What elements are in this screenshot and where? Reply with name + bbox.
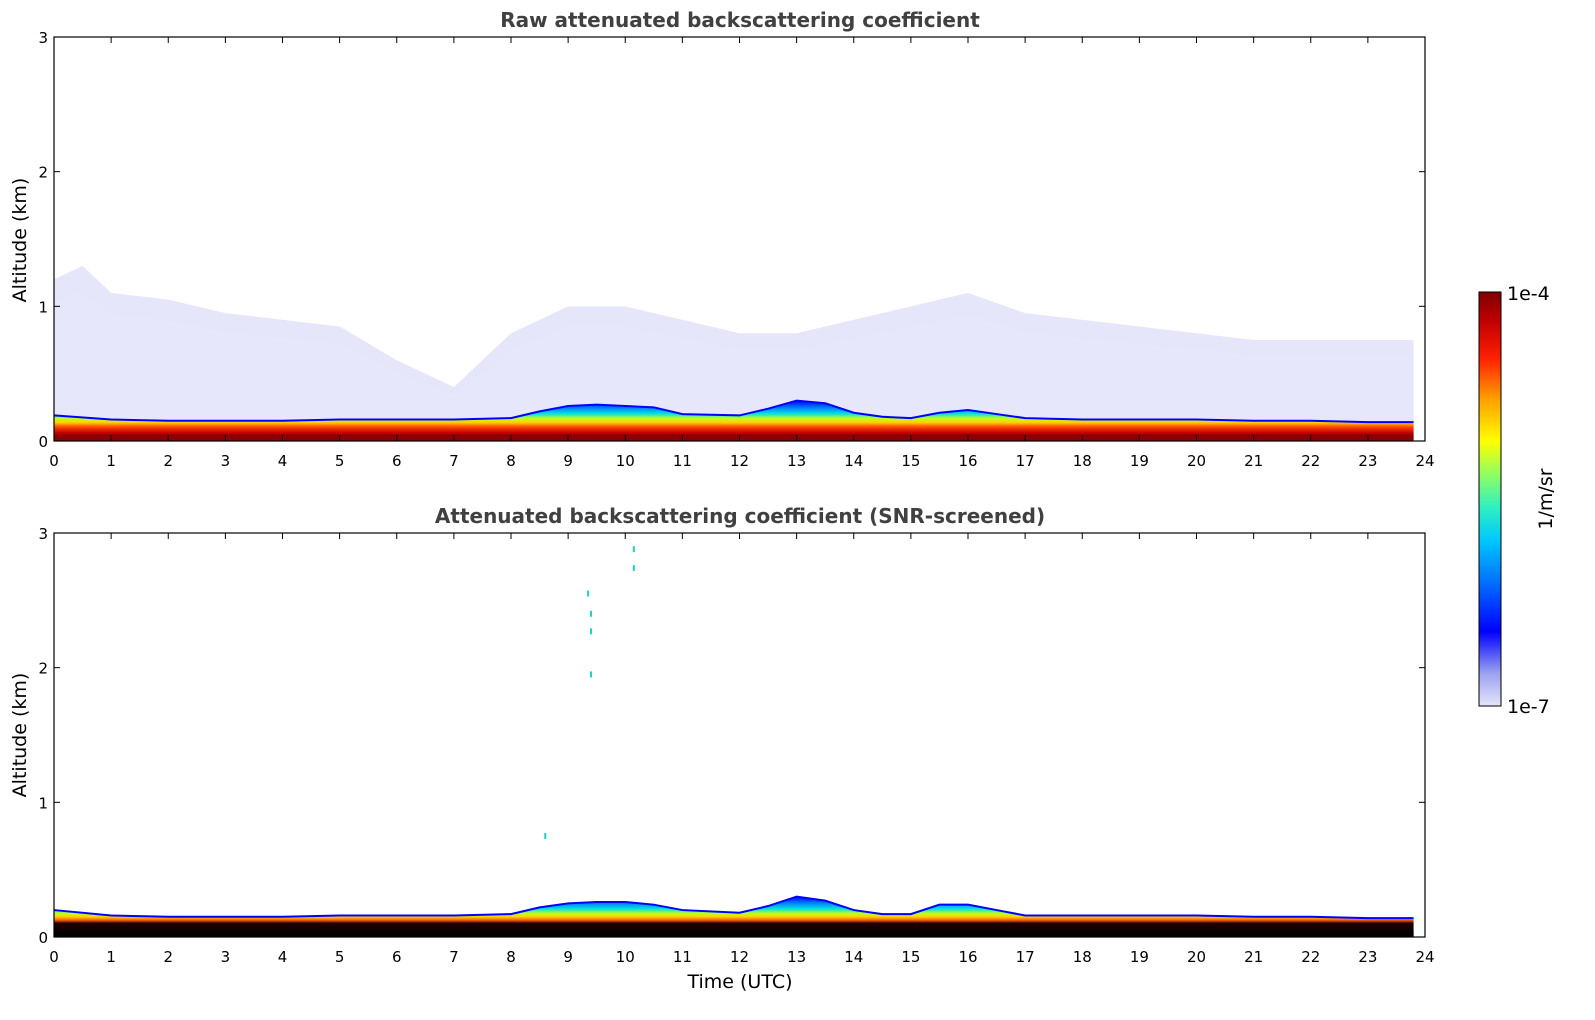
y-tick-label: 2 [38, 164, 48, 182]
x-tick-label: 17 [1016, 948, 1035, 966]
x-tick-label: 0 [49, 452, 59, 470]
x-tick-label: 13 [787, 948, 806, 966]
raw-backscatter-panel: Raw attenuated backscattering coefficien… [9, 8, 1435, 470]
x-tick-label: 17 [1016, 452, 1035, 470]
x-tick-label: 7 [449, 948, 459, 966]
colorbar-min-label: 1e-7 [1507, 696, 1550, 718]
y-tick-label: 2 [38, 660, 48, 678]
x-tick-label: 4 [278, 948, 288, 966]
y-tick-label: 1 [38, 298, 48, 316]
colorbar-gradient [1478, 291, 1502, 707]
x-tick-label: 19 [1130, 452, 1149, 470]
x-tick-label: 5 [335, 452, 345, 470]
x-tick-label: 1 [106, 948, 116, 966]
x-tick-label: 16 [958, 452, 977, 470]
surface-layer [54, 434, 1414, 441]
surface-layer [54, 930, 1414, 937]
x-tick-label: 15 [901, 452, 920, 470]
x-tick-label: 11 [673, 948, 692, 966]
bottom-axes-frame [53, 532, 1426, 938]
top-axes: 0 1 2 3 4 5 6 7 8 9 10 11 12 13 14 15 16 17 18 19 20 21 22 23 24… [38, 29, 1434, 470]
x-tick-label: 13 [787, 452, 806, 470]
colorbar: 1e-4 1e-7 1/m/sr [1478, 283, 1557, 718]
faint-signal-layer-overlay [54, 292, 1414, 441]
top-plot-area [53, 37, 1414, 441]
boundary-layer-top-edge [53, 895, 1414, 920]
x-tick-label: 22 [1301, 948, 1320, 966]
x-tick-label: 7 [449, 452, 459, 470]
y-tick-label: 3 [38, 29, 48, 47]
isolated-point [544, 833, 547, 839]
x-tick-label: 3 [221, 452, 231, 470]
x-tick-label: 15 [901, 948, 920, 966]
boundary-layer-band [54, 896, 1414, 937]
x-tick-label: 18 [1073, 452, 1092, 470]
x-tick-label: 9 [563, 452, 573, 470]
bottom-plot-area [53, 546, 1414, 937]
x-tick-label: 10 [616, 948, 635, 966]
y-tick-label: 1 [38, 794, 48, 812]
bottom-panel-title: Attenuated backscattering coefficient (S… [435, 504, 1045, 528]
top-panel-title: Raw attenuated backscattering coefficien… [500, 8, 980, 32]
x-tick-label: 0 [49, 948, 59, 966]
bottom-axes: 0 1 2 3 4 5 6 7 8 9 10 11 12 13 14 15 16 17 18 19 20 21 22 23 24… [38, 525, 1434, 966]
x-axis-label: Time (UTC) [686, 971, 792, 993]
x-tick-label: 14 [844, 452, 863, 470]
y-tick-label: 0 [38, 433, 48, 451]
x-tick-label: 11 [673, 452, 692, 470]
x-tick-label: 2 [163, 948, 173, 966]
x-tick-label: 20 [1187, 948, 1206, 966]
isolated-point [589, 610, 592, 617]
x-tick-label: 22 [1301, 452, 1320, 470]
x-tick-label: 8 [506, 452, 516, 470]
isolated-point [587, 590, 590, 597]
x-tick-label: 14 [844, 948, 863, 966]
x-tick-label: 23 [1358, 452, 1377, 470]
colorbar-max-label: 1e-4 [1507, 283, 1550, 305]
isolated-point [589, 628, 592, 635]
x-tick-label: 21 [1244, 452, 1263, 470]
boundary-layer-band [54, 400, 1414, 441]
x-tick-label: 19 [1130, 948, 1149, 966]
x-tick-label: 6 [392, 948, 402, 966]
screened-backscatter-panel: Attenuated backscattering coefficient (S… [9, 504, 1435, 993]
noise-speckle-group [54, 37, 1414, 415]
colorbar-unit-label: 1/m/sr [1535, 468, 1557, 529]
x-tick-label: 20 [1187, 452, 1206, 470]
x-tick-label: 23 [1358, 948, 1377, 966]
x-tick-label: 4 [278, 452, 288, 470]
boundary-layer-top-edge [53, 399, 1414, 424]
x-tick-label: 8 [506, 948, 516, 966]
x-tick-label: 10 [616, 452, 635, 470]
x-tick-label: 9 [563, 948, 573, 966]
x-tick-label: 21 [1244, 948, 1263, 966]
x-tick-label: 12 [730, 452, 749, 470]
isolated-point [589, 671, 592, 678]
top-y-axis-label: Altitude (km) [9, 178, 31, 303]
isolated-point [632, 546, 635, 553]
x-tick-label: 16 [958, 948, 977, 966]
y-tick-label: 3 [38, 525, 48, 543]
x-tick-label: 5 [335, 948, 345, 966]
y-tick-label: 0 [38, 929, 48, 947]
bottom-y-axis-label: Altitude (km) [9, 673, 31, 798]
x-tick-label: 12 [730, 948, 749, 966]
x-tick-label: 3 [221, 948, 231, 966]
x-tick-label: 24 [1415, 452, 1434, 470]
x-tick-label: 2 [163, 452, 173, 470]
x-tick-label: 6 [392, 452, 402, 470]
x-tick-label: 1 [106, 452, 116, 470]
x-tick-label: 18 [1073, 948, 1092, 966]
isolated-point [632, 565, 635, 572]
x-tick-label: 24 [1415, 948, 1434, 966]
